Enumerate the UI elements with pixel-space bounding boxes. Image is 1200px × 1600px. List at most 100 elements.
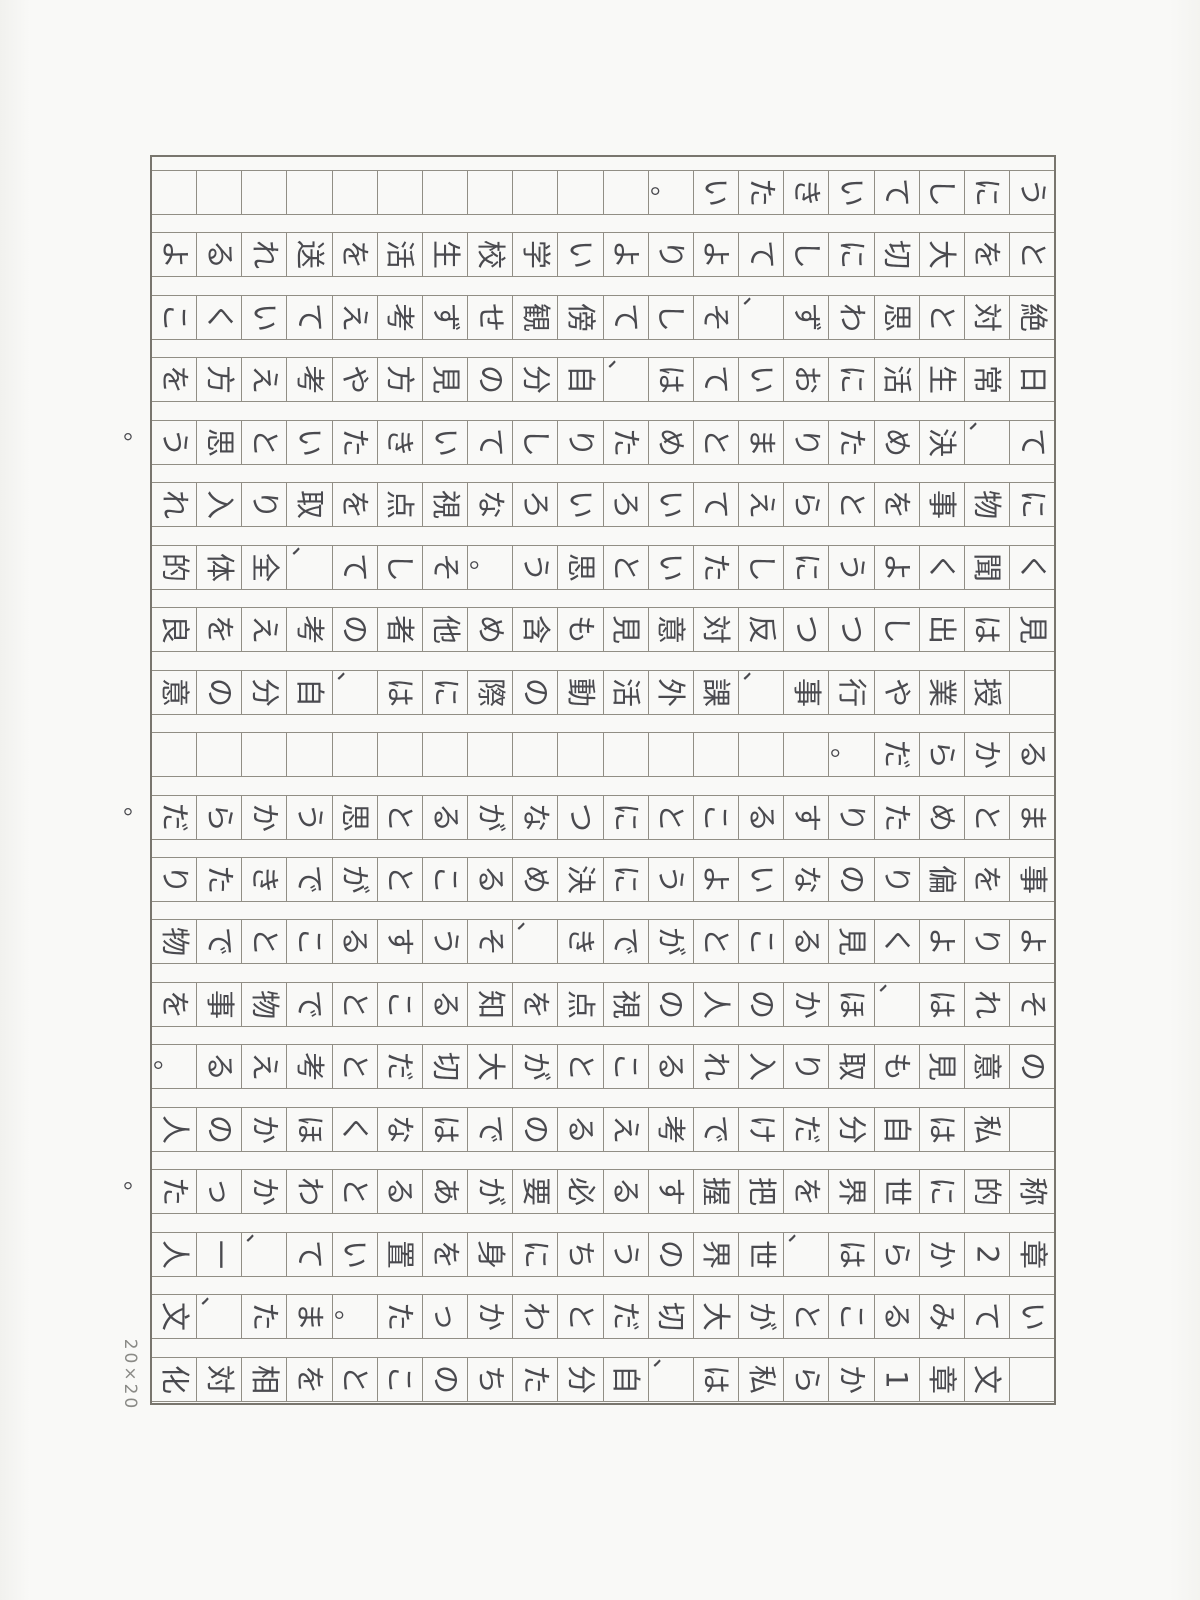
grid-cell: り — [242, 483, 288, 527]
grid-cell — [333, 171, 378, 214]
grid-cell: を — [784, 1170, 830, 1214]
grid-cell: と — [694, 920, 740, 964]
grid-cell — [378, 733, 423, 777]
handwritten-char: い — [834, 177, 869, 208]
handwritten-char: 、 — [241, 1233, 272, 1260]
handwritten-char: 授 — [970, 677, 1005, 707]
grid-cell: ち — [558, 1232, 604, 1276]
handwritten-char: 観 — [518, 302, 553, 332]
handwritten-char: し — [654, 302, 689, 332]
grid-cell: と — [604, 545, 649, 589]
handwritten-char: そ — [699, 302, 734, 332]
handwritten-char: が — [473, 802, 508, 832]
handwritten-char: を — [157, 365, 192, 395]
handwritten-char: そ — [473, 927, 508, 957]
grid-cell — [784, 733, 830, 777]
grid-cell: 思 — [197, 420, 243, 464]
grid-cell: 。 — [465, 545, 514, 589]
handwritten-char: と — [383, 864, 418, 894]
grid-cell: と — [242, 920, 288, 964]
handwritten-char: 生 — [428, 240, 463, 270]
grid-cell: は — [423, 1107, 469, 1151]
grid-cell: に — [920, 1170, 965, 1214]
grid-cell: 視 — [604, 982, 649, 1026]
grid-cell: た — [333, 420, 378, 464]
handwritten-char: な — [789, 864, 824, 894]
handwritten-char: や — [338, 365, 373, 395]
grid-cell: 要 — [513, 1170, 559, 1214]
grid-cell: と — [829, 483, 875, 527]
handwritten-char: も — [880, 1052, 915, 1082]
grid-cell: の — [739, 982, 785, 1026]
handwritten-char: 章 — [1015, 1239, 1050, 1269]
grid-cell: き — [378, 420, 423, 464]
grid-cell: し — [784, 233, 830, 277]
handwritten-char: き — [563, 927, 598, 957]
grid-cell: 一 — [197, 1232, 243, 1276]
handwritten-char: る — [1015, 740, 1050, 770]
grid-cell — [152, 733, 198, 777]
grid-cell: よ — [152, 233, 198, 277]
handwritten-char: た — [247, 1302, 282, 1332]
handwritten-char: 握 — [699, 1177, 734, 1207]
handwritten-char: し — [518, 427, 553, 457]
grid-cell: 反 — [739, 608, 785, 652]
handwritten-char: よ — [699, 864, 734, 894]
handwritten-char: 人 — [157, 1239, 192, 1269]
handwritten-char: 、 — [331, 671, 362, 698]
handwritten-char: る — [338, 927, 373, 957]
grid-cell: 日 — [1010, 358, 1054, 401]
grid-cell: り — [965, 920, 1010, 964]
handwritten-char: の — [834, 864, 869, 894]
grid-cell: 際 — [468, 670, 514, 714]
grid-cell — [558, 171, 604, 214]
grid-cell: く — [875, 920, 920, 964]
handwritten-char: 文 — [970, 1364, 1005, 1394]
grid-cell: で — [287, 857, 333, 901]
handwritten-char: め — [518, 864, 553, 894]
grid-cell: 見 — [604, 608, 649, 652]
grid-cell: と — [378, 795, 423, 839]
handwritten-char: 入 — [744, 1052, 779, 1082]
grid-cell: の — [649, 1232, 694, 1276]
grid-cell — [694, 733, 740, 777]
grid-cell: を — [287, 1357, 333, 1401]
grid-cell: て — [333, 545, 378, 589]
grid-cell: て — [1010, 421, 1054, 464]
handwritten-char: え — [609, 1114, 644, 1144]
grid-cell: が — [468, 1170, 514, 1214]
grid-cell: た — [152, 1170, 198, 1214]
handwritten-char: に — [609, 802, 644, 832]
grid-cell: い — [739, 857, 785, 901]
grid-cell: に — [513, 1232, 559, 1276]
handwritten-char: の — [744, 989, 779, 1019]
grid-cell: た — [604, 420, 649, 464]
handwritten-char: ら — [789, 1364, 824, 1394]
grid-cell: 。 — [826, 733, 875, 777]
grid-cell: 課 — [694, 670, 740, 714]
grid-cell: る — [423, 795, 469, 839]
handwritten-char: 、 — [738, 671, 769, 698]
grid-cell: う — [829, 545, 875, 589]
handwritten-char: り — [563, 427, 598, 457]
handwritten-char: 視 — [428, 490, 463, 520]
grid-cell: は — [378, 670, 423, 714]
handwritten-char: り — [789, 1052, 824, 1082]
manuscript-line: う思といたきいてしりためとまりため決、て — [152, 419, 1054, 465]
grid-cell: た — [739, 171, 785, 214]
grid-cell: で — [468, 1107, 514, 1151]
handwritten-char: る — [202, 1052, 237, 1082]
grid-cell: 2 — [965, 1232, 1010, 1276]
grid-cell: こ — [152, 295, 198, 339]
handwritten-char: れ — [157, 490, 192, 520]
grid-cell: い — [287, 420, 333, 464]
grid-cell: か — [242, 1107, 288, 1151]
grid-cell — [197, 733, 243, 777]
grid-cell: れ — [965, 982, 1010, 1026]
handwritten-char: い — [699, 177, 734, 208]
handwritten-char: 称 — [1015, 1177, 1050, 1207]
handwritten-char: の — [654, 1239, 689, 1269]
grid-cell: 動 — [558, 670, 604, 714]
grid-cell: 視 — [423, 483, 469, 527]
handwritten-char: 大 — [699, 1302, 734, 1332]
